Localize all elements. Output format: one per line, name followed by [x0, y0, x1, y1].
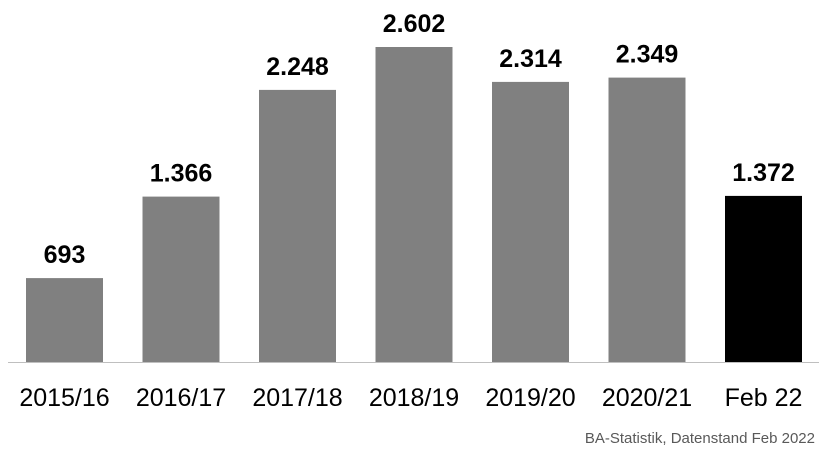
bar-2017-18 [259, 89, 336, 363]
source-note: BA-Statistik, Datenstand Feb 2022 [585, 430, 815, 447]
bar-2018-19 [375, 47, 453, 362]
value-label: 2.314 [499, 45, 562, 73]
x-tick-label: 2017/18 [252, 384, 342, 412]
x-tick-label: 2020/21 [602, 384, 692, 412]
bars-group [26, 47, 802, 363]
value-label: 2.248 [266, 53, 329, 81]
x-tick-label: 2019/20 [485, 384, 575, 412]
value-labels-group: 693 1.366 2.248 2.602 2.314 2.349 1.372 [44, 10, 795, 269]
bar-2016-17 [142, 196, 220, 362]
x-tick-label: 2016/17 [136, 384, 226, 412]
value-label: 2.349 [616, 41, 679, 69]
x-tick-label: Feb 22 [725, 384, 803, 412]
value-label: 693 [44, 241, 86, 269]
x-tick-labels-group: 2015/16 2016/17 2017/18 2018/19 2019/20 2020/… [19, 384, 802, 412]
x-tick-label: 2018/19 [369, 384, 459, 412]
bar-feb-22 [725, 195, 802, 362]
value-label: 1.372 [732, 159, 795, 187]
bar-2020-21 [608, 77, 686, 362]
value-label: 2.602 [383, 10, 446, 38]
value-label: 1.366 [150, 160, 213, 188]
x-tick-label: 2015/16 [19, 384, 109, 412]
bar-2015-16 [26, 278, 103, 362]
bar-2019-20 [492, 81, 569, 363]
